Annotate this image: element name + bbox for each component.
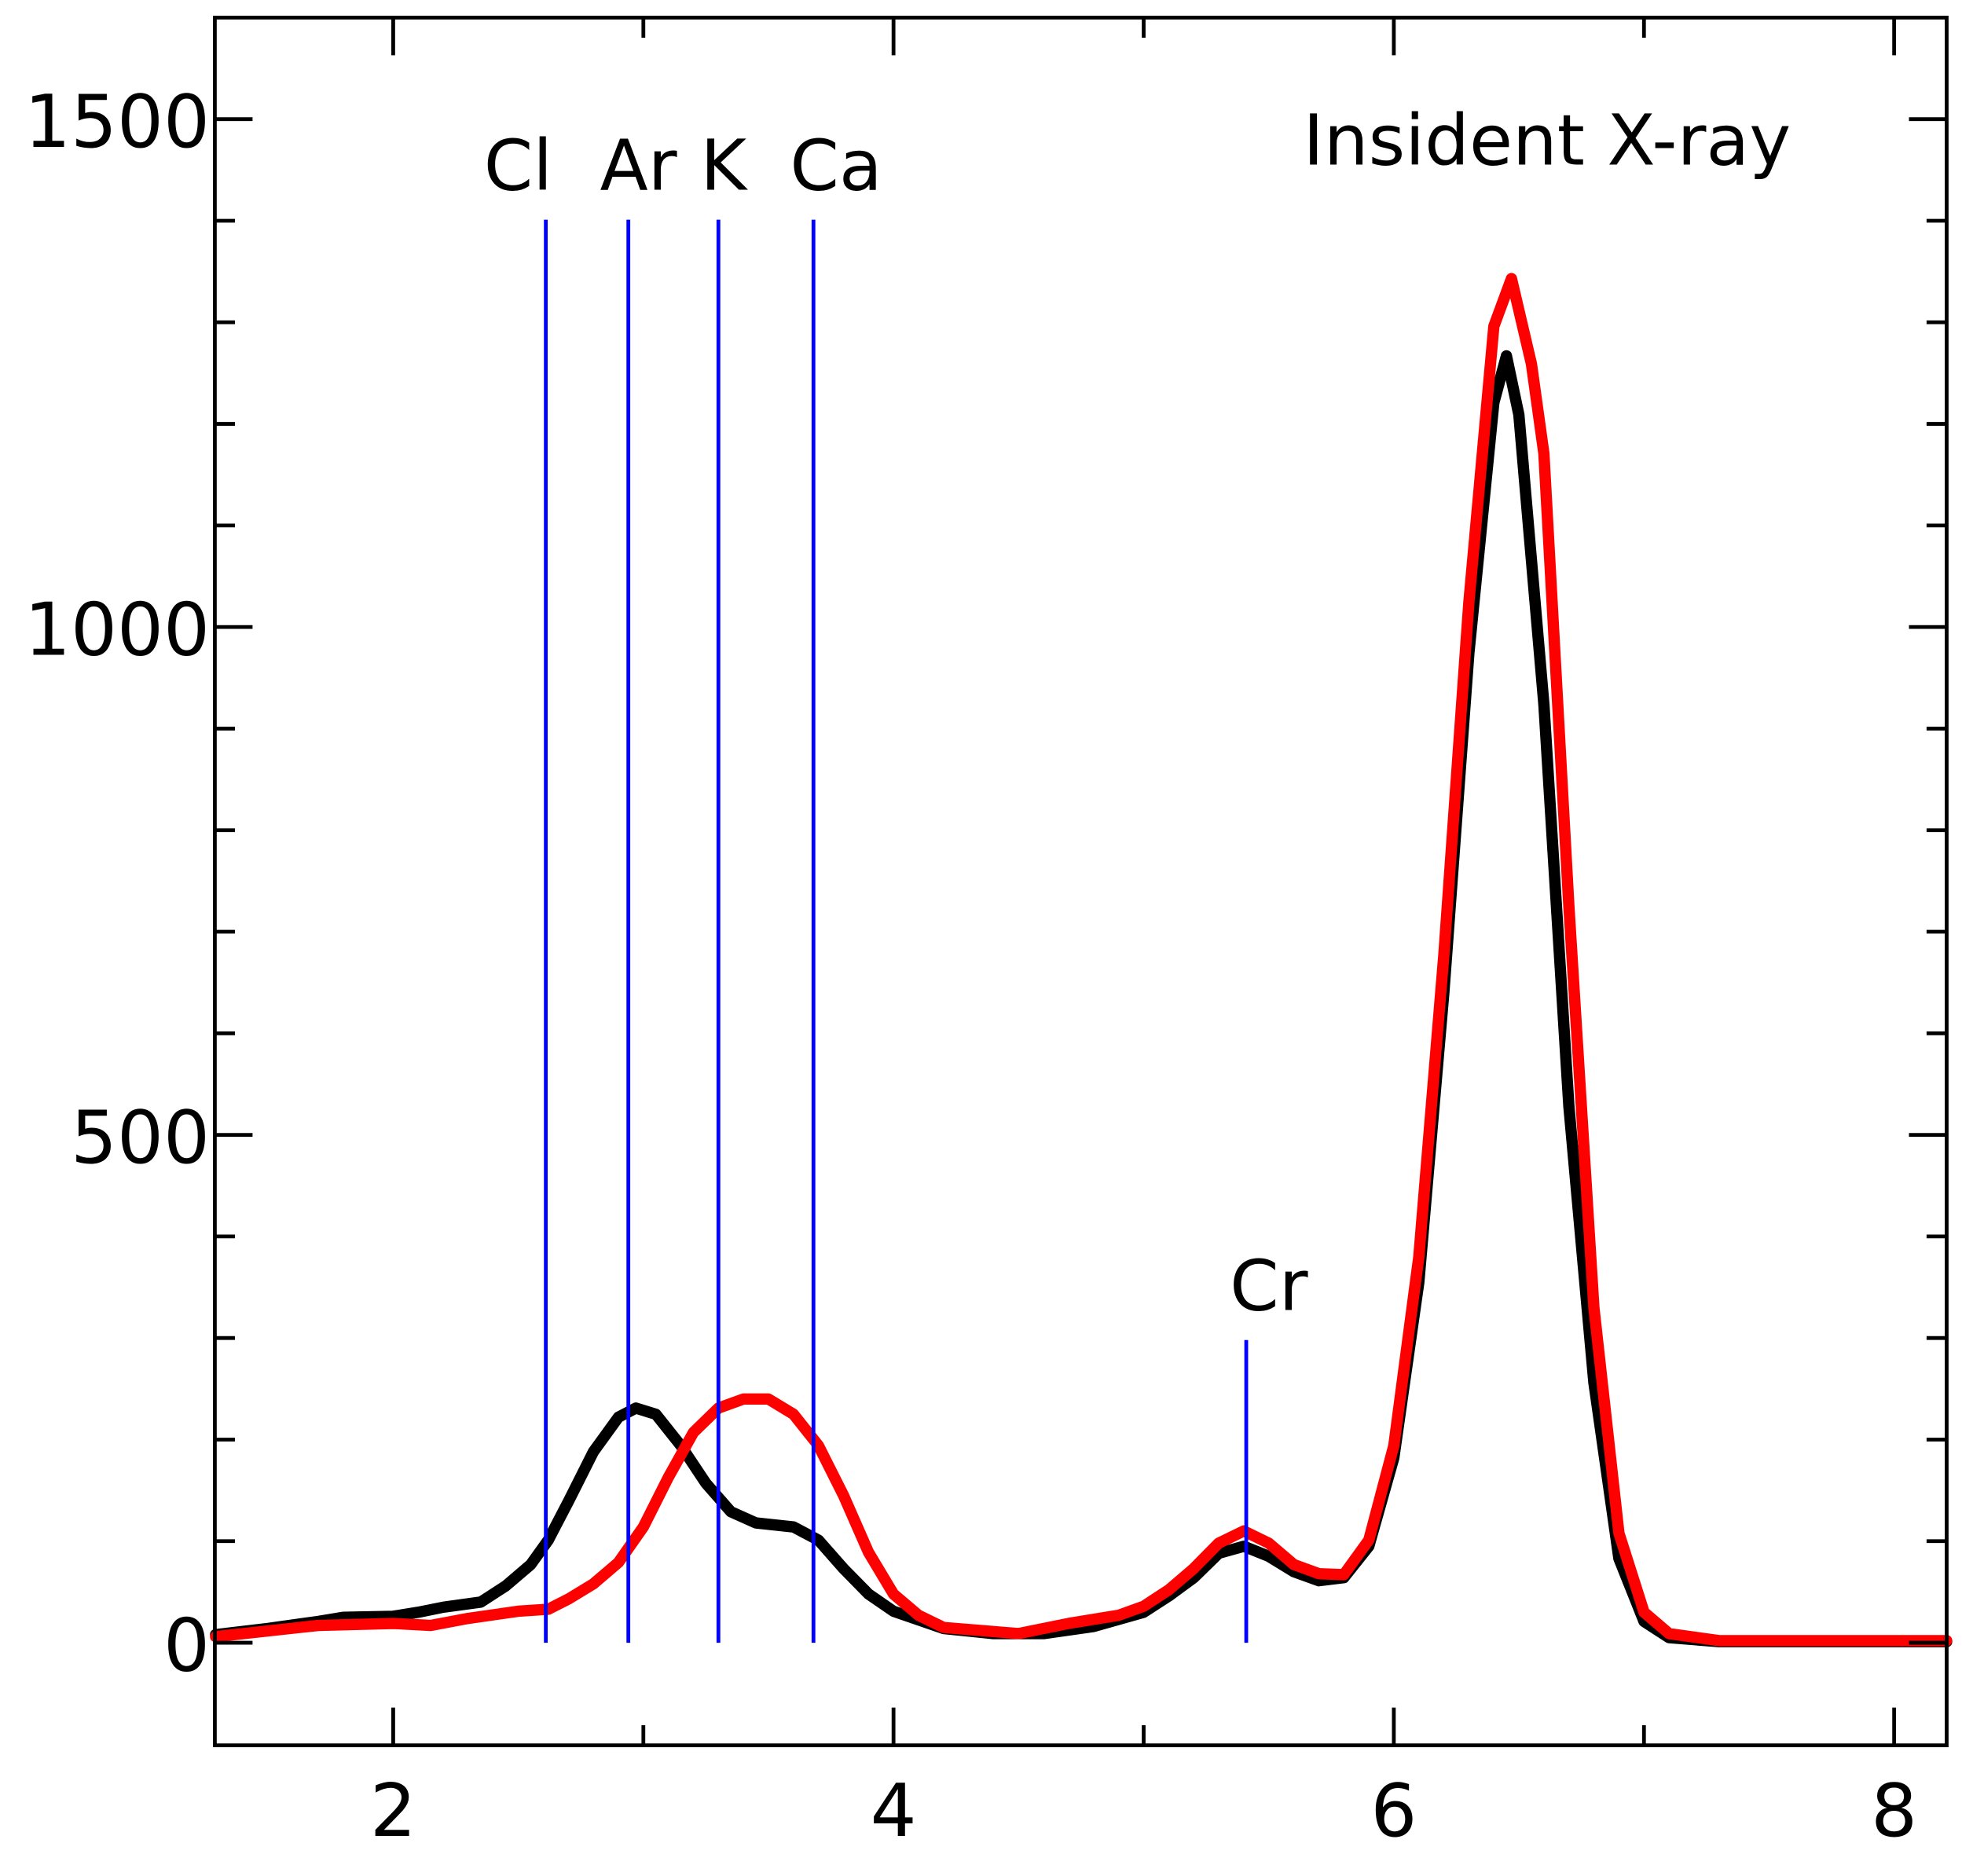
y-tick-label: 0 xyxy=(163,1603,210,1687)
element-lines: Cl Ar K Ca Cr xyxy=(484,125,1308,1643)
element-label-ar: Ar xyxy=(600,125,677,207)
x-tick-label: 4 xyxy=(871,1768,917,1853)
x-tick-label: 8 xyxy=(1871,1768,1917,1853)
axis-ticks: 2 4 6 8 0 500 1000 1500 xyxy=(24,17,1947,1853)
x-tick-label: 2 xyxy=(370,1768,416,1853)
series-layer xyxy=(210,273,1953,1647)
element-label-cl: Cl xyxy=(484,125,552,207)
plot-frame xyxy=(213,15,1949,1748)
y-tick-label: 500 xyxy=(71,1095,210,1180)
series-line-black xyxy=(210,350,1953,1647)
x-tick-label: 6 xyxy=(1370,1768,1417,1853)
element-label-k: K xyxy=(700,125,748,207)
element-label-cr: Cr xyxy=(1230,1245,1308,1327)
y-tick-label: 1500 xyxy=(24,79,210,164)
series-line-red xyxy=(210,273,1953,1647)
annotation-incident-xray: Insident X-ray xyxy=(1303,101,1791,182)
y-tick-label: 1000 xyxy=(24,587,210,672)
element-label-ca: Ca xyxy=(790,125,882,207)
